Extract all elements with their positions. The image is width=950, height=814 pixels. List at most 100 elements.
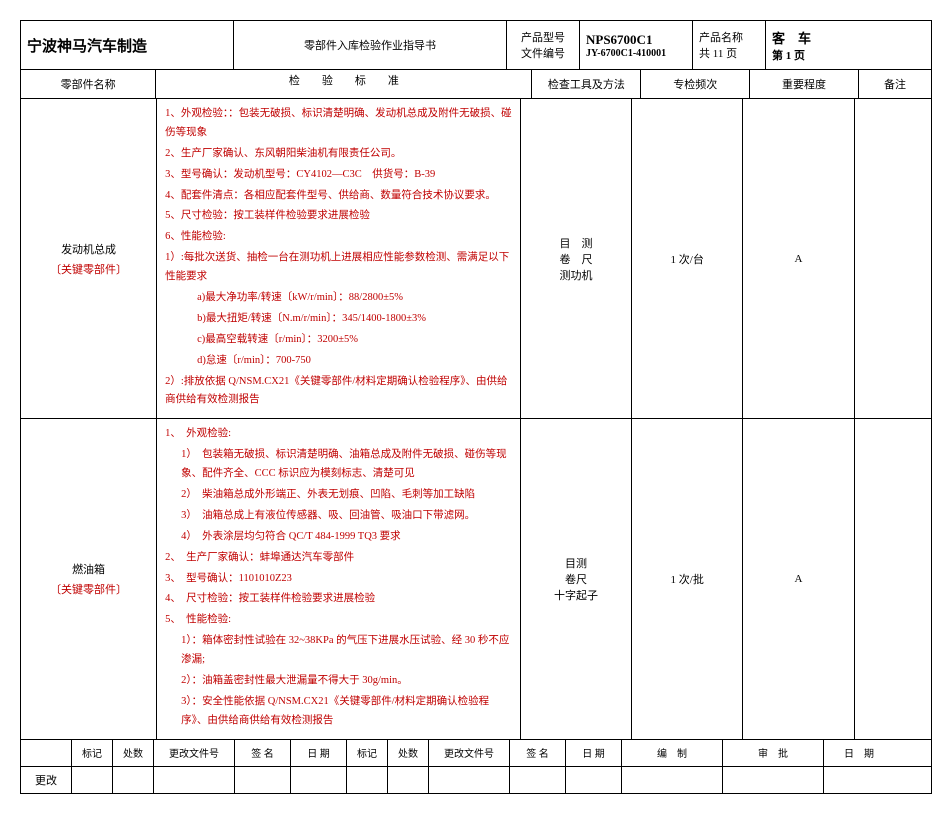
footer-blank-cell <box>113 767 154 793</box>
footer-label: 更改文件号 <box>154 740 235 766</box>
footer-blank-cell <box>388 767 429 793</box>
footer-blank-cell <box>72 767 113 793</box>
footer-label: 标记 <box>72 740 113 766</box>
footer-blank-cell <box>291 767 347 793</box>
part-name-cell: 发动机总成 〔关键零部件〕 <box>21 99 157 418</box>
name-label: 产品名称 <box>699 29 759 45</box>
col-level: 重要程度 <box>750 70 859 98</box>
standard-line: 3、 型号确认：1101010Z23 <box>165 570 512 589</box>
standard-line: 2）：油箱盖密封性最大泄漏量不得大于 30g/min。 <box>165 672 512 691</box>
footer-label: 日 期 <box>291 740 347 766</box>
part-name-main: 发动机总成 <box>61 241 116 257</box>
part-name-sub: 〔关键零部件〕 <box>50 581 127 597</box>
standard-line: 5、 性能检验: <box>165 611 512 630</box>
standard-cell: 1、 外观检验: 1） 包装箱无破损、标识清楚明确、油箱总成及附件无破损、碰伤等现… <box>157 419 521 738</box>
part-name-cell: 燃油箱 〔关键零部件〕 <box>21 419 157 738</box>
note-cell <box>855 419 931 738</box>
tool-line: 目 测 <box>559 235 592 251</box>
footer-label-row: 标记处数更改文件号签 名日 期标记处数更改文件号签 名日 期编 制审 批日 期 <box>72 740 931 767</box>
standard-line: 3）：安全性能依据 Q/NSM.CX21《关键零部件/材料定期确认检验程序》、由… <box>165 693 512 731</box>
footer-label: 审 批 <box>723 740 824 766</box>
footer-blank-cell <box>429 767 510 793</box>
footer-blank-cell <box>622 767 723 793</box>
standard-line: 2、生产厂家确认、东风朝阳柴油机有限责任公司。 <box>165 145 512 164</box>
tool-line: 目测 <box>565 555 587 571</box>
file-label: 文件编号 <box>521 45 565 61</box>
name-page-labels: 产品名称 共 11 页 <box>693 21 766 69</box>
company-name: 宁波神马汽车制造 <box>21 21 234 69</box>
col-tool: 检查工具及方法 <box>532 70 641 98</box>
table-row: 燃油箱 〔关键零部件〕 1、 外观检验: 1） 包装箱无破损、标识清楚明确、油箱总… <box>21 419 931 739</box>
footer-label: 处数 <box>113 740 154 766</box>
standard-line: 1、外观检验：：包装无破损、标识清楚明确、发动机总成及附件无破损、碰伤等现象 <box>165 105 512 143</box>
standard-line: c)最高空载转速〔r/min〕：3200±5% <box>165 331 512 350</box>
document-container: 宁波神马汽车制造 零部件入库检验作业指导书 产品型号 文件编号 NPS6700C… <box>20 20 932 794</box>
footer-blank-row <box>72 767 931 793</box>
standard-line: 3） 油箱总成上有液位传感器、吸、回油管、吸油口下带滤网。 <box>165 507 512 526</box>
footer-blank-cell <box>154 767 235 793</box>
footer-blank-cell <box>510 767 566 793</box>
level-cell: A <box>743 99 854 418</box>
freq-cell: 1 次/批 <box>632 419 743 738</box>
page-value: 第 1 页 <box>772 47 842 63</box>
col-part-name: 零部件名称 <box>21 70 156 98</box>
tool-cell: 目测 卷尺 十字起子 <box>521 419 632 738</box>
standard-line: 4、配套件清点：各相应配套件型号、供给商、数量符合技术协议要求。 <box>165 187 512 206</box>
footer-label: 更改文件号 <box>429 740 510 766</box>
footer-rows: 标记处数更改文件号签 名日 期标记处数更改文件号签 名日 期编 制审 批日 期 <box>72 740 931 793</box>
standard-line: 6、性能检验: <box>165 228 512 247</box>
col-freq: 专检频次 <box>641 70 750 98</box>
col-note: 备注 <box>859 70 931 98</box>
standard-line: 4、 尺寸检验：按工装样件检验要求进展检验 <box>165 590 512 609</box>
footer-label: 标记 <box>347 740 388 766</box>
model-file-values: NPS6700C1 JY-6700C1-410001 <box>580 21 693 69</box>
footer-label: 日 期 <box>566 740 622 766</box>
tool-line: 卷 尺 <box>559 251 592 267</box>
footer-label: 编 制 <box>622 740 723 766</box>
standard-line: 1、 外观检验: <box>165 425 512 444</box>
footer-label: 签 名 <box>510 740 566 766</box>
file-value: JY-6700C1-410001 <box>586 48 666 59</box>
footer-blank-cell <box>566 767 622 793</box>
name-page-values: 客 车 第 1 页 <box>766 21 848 69</box>
standard-line: 1）：箱体密封性试验在 32~38KPa 的气压下进展水压试验、经 30 秒不应… <box>165 632 512 670</box>
standard-line: 1）:每批次送货、抽检一台在测功机上进展相应性能参数检测、需满足以下性能要求 <box>165 249 512 287</box>
change-column: 更改 <box>21 740 72 793</box>
header-row: 宁波神马汽车制造 零部件入库检验作业指导书 产品型号 文件编号 NPS6700C… <box>21 21 931 70</box>
footer-blank-cell <box>824 767 894 793</box>
footer-blank-cell <box>235 767 291 793</box>
model-label: 产品型号 <box>521 29 565 45</box>
doc-title: 零部件入库检验作业指导书 <box>234 21 507 69</box>
table-row: 发动机总成 〔关键零部件〕 1、外观检验：：包装无破损、标识清楚明确、发动机总成… <box>21 99 931 419</box>
name-value: 客 车 <box>772 28 842 47</box>
standard-line: 5、尺寸检验：按工装样件检验要求进展检验 <box>165 207 512 226</box>
footer-blank-cell <box>347 767 388 793</box>
level-cell: A <box>743 419 854 738</box>
footer-block: 更改 标记处数更改文件号签 名日 期标记处数更改文件号签 名日 期编 制审 批日… <box>21 740 931 793</box>
standard-line: 3、型号确认：发动机型号：CY4102—C3C 供货号：B-39 <box>165 166 512 185</box>
standard-line: 1） 包装箱无破损、标识清楚明确、油箱总成及附件无破损、碰伤等现象、配件齐全、C… <box>165 446 512 484</box>
standard-line: a)最大净功率/转速〔kW/r/min〕：88/2800±5% <box>165 289 512 308</box>
standard-cell: 1、外观检验：：包装无破损、标识清楚明确、发动机总成及附件无破损、碰伤等现象 2、… <box>157 99 521 418</box>
tool-cell: 目 测 卷 尺 测功机 <box>521 99 632 418</box>
page-label: 共 11 页 <box>699 45 759 61</box>
standard-line: 2、 生产厂家确认：蚌埠通达汽车零部件 <box>165 549 512 568</box>
footer-label: 签 名 <box>235 740 291 766</box>
tool-line: 十字起子 <box>554 587 598 603</box>
tool-line: 卷尺 <box>565 571 587 587</box>
change-label: 更改 <box>21 767 71 793</box>
footer-blank-cell <box>723 767 824 793</box>
col-standard: 检 验 标 准 <box>156 70 532 98</box>
standard-line: 2） 柴油箱总成外形端正、外表无划痕、凹陷、毛刺等加工缺陷 <box>165 486 512 505</box>
model-value: NPS6700C1 <box>586 32 652 48</box>
footer-label: 日 期 <box>824 740 894 766</box>
column-header-row: 零部件名称 检 验 标 准 检查工具及方法 专检频次 重要程度 备注 <box>21 70 931 99</box>
freq-cell: 1 次/台 <box>632 99 743 418</box>
standard-line: d)怠速〔r/min〕：700-750 <box>165 352 512 371</box>
standard-line: 4） 外表涂层均匀符合 QC/T 484-1999 TQ3 要求 <box>165 528 512 547</box>
note-cell <box>855 99 931 418</box>
part-name-main: 燃油箱 <box>72 561 105 577</box>
standard-content: 1、外观检验：：包装无破损、标识清楚明确、发动机总成及附件无破损、碰伤等现象 2、… <box>165 105 512 412</box>
standard-content: 1、 外观检验: 1） 包装箱无破损、标识清楚明确、油箱总成及附件无破损、碰伤等现… <box>165 425 512 732</box>
standard-line: b)最大扭矩/转速〔N.m/r/min〕：345/1400-1800±3% <box>165 310 512 329</box>
